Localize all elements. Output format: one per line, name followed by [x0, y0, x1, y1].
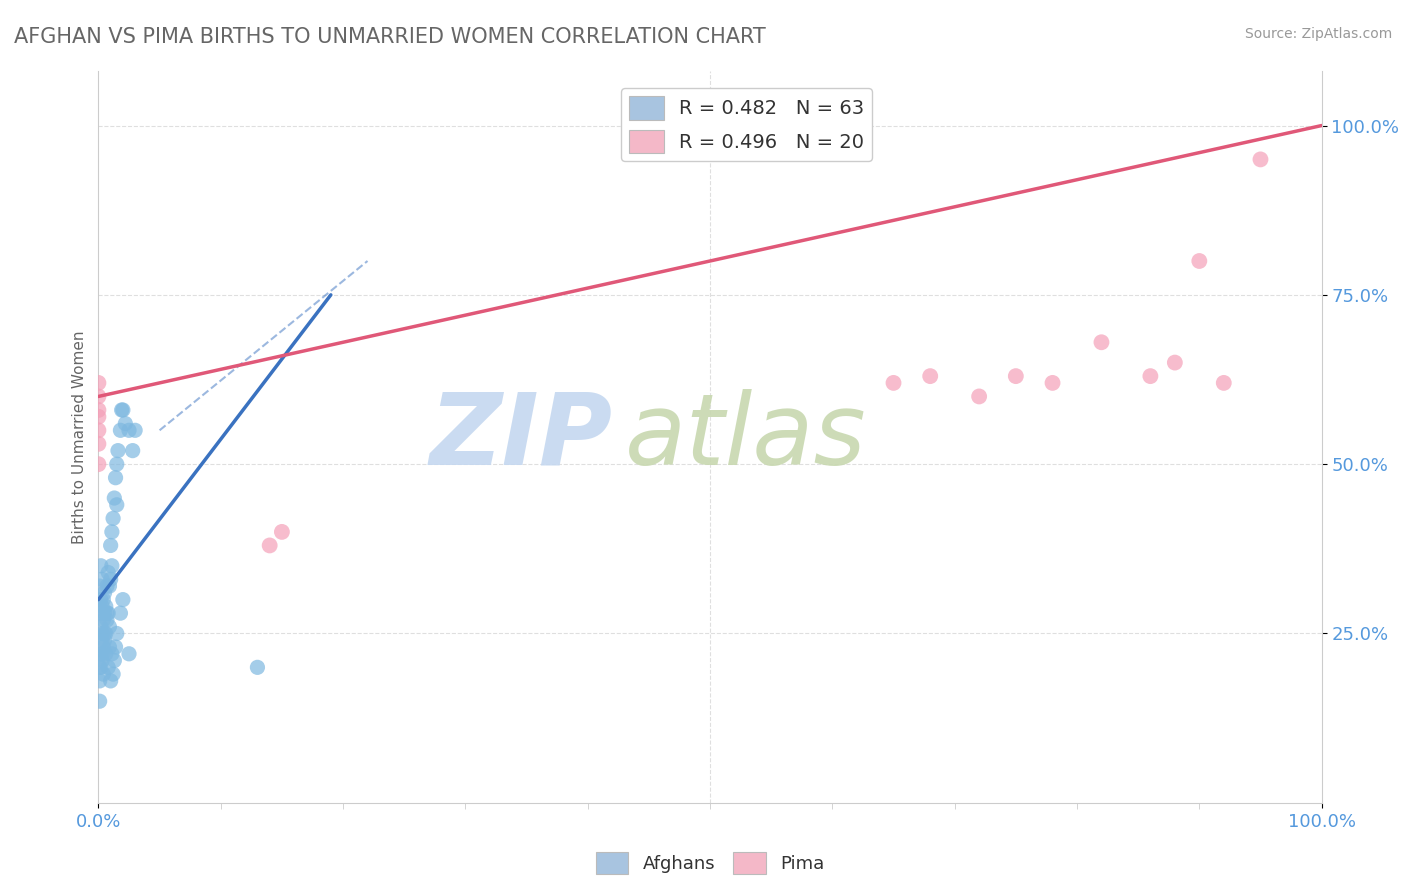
Point [104, 640, 127, 654]
Point [91, 572, 114, 586]
Point [883, 376, 905, 390]
Point [100, 673, 122, 688]
Point [103, 654, 125, 668]
Point [87, 457, 110, 471]
Point [920, 369, 942, 384]
Point [96, 606, 118, 620]
Point [91, 640, 114, 654]
Legend: Afghans, Pima: Afghans, Pima [588, 845, 832, 881]
Point [111, 403, 134, 417]
Point [94, 626, 117, 640]
Point [246, 660, 269, 674]
Point [1164, 355, 1187, 369]
Point [1090, 335, 1112, 350]
Point [101, 511, 124, 525]
Point [103, 491, 125, 505]
Point [89, 673, 111, 688]
Point [94, 599, 117, 614]
Point [91, 613, 114, 627]
Point [91, 599, 114, 614]
Point [91, 633, 114, 648]
Point [1212, 376, 1234, 390]
Point [87, 376, 110, 390]
Point [121, 443, 143, 458]
Point [90, 592, 112, 607]
Point [89, 694, 111, 708]
Point [105, 626, 128, 640]
Point [93, 633, 115, 648]
Point [89, 606, 111, 620]
Point [89, 579, 111, 593]
Point [93, 626, 115, 640]
Point [105, 498, 128, 512]
Point [90, 558, 112, 573]
Point [104, 471, 127, 485]
Point [100, 538, 122, 552]
Point [87, 403, 110, 417]
Point [89, 660, 111, 674]
Point [967, 389, 990, 403]
Point [107, 443, 129, 458]
Point [1249, 153, 1271, 167]
Point [87, 437, 110, 451]
Point [100, 572, 122, 586]
Point [97, 660, 120, 674]
Point [91, 626, 114, 640]
Point [98, 579, 121, 593]
Point [91, 667, 114, 681]
Point [1188, 254, 1211, 268]
Point [1004, 369, 1026, 384]
Point [93, 586, 115, 600]
Point [98, 640, 121, 654]
Text: ZIP: ZIP [429, 389, 612, 485]
Point [1139, 369, 1161, 384]
Y-axis label: Births to Unmarried Women: Births to Unmarried Women [72, 330, 87, 544]
Point [1042, 376, 1064, 390]
Point [110, 606, 132, 620]
Point [96, 613, 118, 627]
Point [87, 389, 110, 403]
Point [101, 647, 124, 661]
Point [90, 647, 112, 661]
Text: AFGHAN VS PIMA BIRTHS TO UNMARRIED WOMEN CORRELATION CHART: AFGHAN VS PIMA BIRTHS TO UNMARRIED WOMEN… [14, 27, 766, 46]
Point [87, 423, 110, 437]
Point [87, 409, 110, 424]
Point [91, 647, 114, 661]
Point [118, 647, 141, 661]
Point [97, 606, 120, 620]
Point [124, 423, 146, 437]
Point [101, 524, 124, 539]
Point [90, 660, 112, 674]
Text: atlas: atlas [624, 389, 866, 485]
Point [90, 620, 112, 634]
Point [259, 538, 281, 552]
Point [98, 620, 121, 634]
Point [105, 457, 128, 471]
Point [97, 566, 120, 580]
Point [96, 579, 118, 593]
Point [110, 423, 132, 437]
Point [114, 417, 136, 431]
Point [101, 558, 124, 573]
Point [91, 592, 114, 607]
Point [270, 524, 294, 539]
Point [94, 647, 117, 661]
Point [111, 592, 134, 607]
Text: Source: ZipAtlas.com: Source: ZipAtlas.com [1244, 27, 1392, 41]
Point [91, 654, 114, 668]
Point [118, 423, 141, 437]
Point [101, 667, 124, 681]
Point [111, 403, 134, 417]
Point [93, 606, 115, 620]
